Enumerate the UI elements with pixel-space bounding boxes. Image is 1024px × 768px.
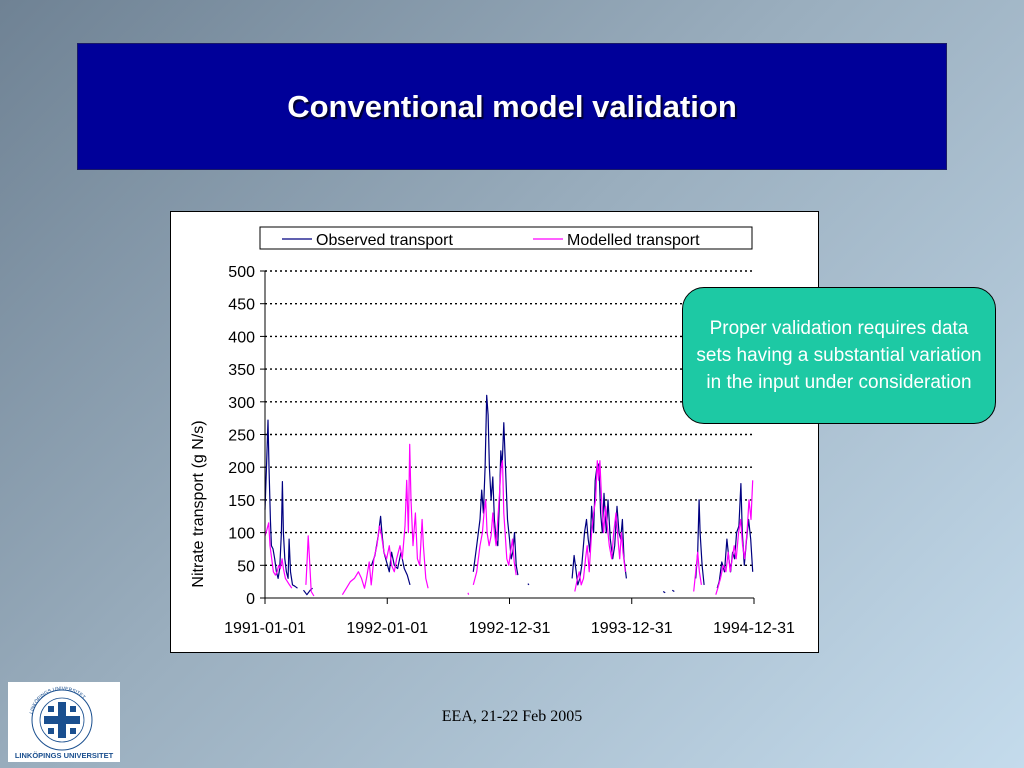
observed-series-line [716,483,754,589]
observed-series-line [472,394,519,576]
x-tick-label: 1993-12-31 [591,620,673,637]
axes [260,270,755,604]
series-lines [264,394,754,597]
modelled-series-line [693,551,702,592]
y-tick-label: 200 [228,460,255,477]
x-tick-label: 1994-12-31 [713,620,795,637]
observed-series-line [662,590,666,594]
y-tick-label: 100 [228,526,255,543]
callout-text: Proper validation requires data sets hav… [696,318,982,393]
modelled-series-line [305,535,315,597]
modelled-series-line [264,522,293,589]
observed-series-line [264,419,298,589]
y-tick-label: 0 [246,591,255,608]
y-tick-label: 150 [228,493,255,510]
x-tick-labels: 1991-01-01 1992-01-01 1992-12-31 1993-12-31… [224,620,795,637]
validation-callout: Proper validation requires data sets hav… [682,287,996,424]
slide-title: Conventional model validation [287,88,737,124]
y-tick-label: 300 [228,395,255,412]
modelled-series-line [715,480,754,595]
chart-frame: 0 50 100 150 200 250 300 350 400 450 500 1991-01-0… [170,211,819,653]
y-tick-label: 500 [228,264,255,281]
modelled-series-line [472,460,517,586]
observed-series-line [671,589,675,593]
y-tick-label: 50 [237,558,255,575]
nitrate-chart: 0 50 100 150 200 250 300 350 400 450 500 1991-01-0… [190,226,795,637]
y-tick-label: 250 [228,428,255,445]
x-tick-label: 1992-12-31 [469,620,551,637]
x-tick-label: 1992-01-01 [346,620,428,637]
logo-wordmark: LINKÖPINGS UNIVERSITET [15,751,114,760]
y-tick-label: 450 [228,297,255,314]
y-tick-labels: 0 50 100 150 200 250 300 350 400 450 500 [228,264,255,608]
university-logo: LINKÖPINGS UNIVERSITET LINKÖPINGS UNIVER… [8,682,120,762]
legend-box [259,226,753,250]
legend-observed-label: Observed transport [316,232,454,249]
observed-series-line [370,515,411,586]
modelled-series-line [341,443,429,596]
modelled-series-line [574,460,626,592]
title-banner: Conventional model validation [77,43,947,170]
observed-series-line [571,463,627,586]
footer-text: EEA, 21-22 Feb 2005 [441,708,583,725]
logo-emblem-icon: LINKÖPINGS UNIVERSITET LINKÖPINGS UNIVER… [15,686,114,760]
y-tick-label: 350 [228,362,255,379]
y-axis-label: Nitrate transport (g N/s) [190,420,207,587]
observed-series-line [527,583,530,586]
modelled-series-line [467,592,470,595]
y-tick-label: 400 [228,329,255,346]
logo-arc-text: LINKÖPINGS UNIVERSITET [29,686,87,715]
legend: Observed transport Modelled transport [259,226,753,250]
svg-text:LINKÖPINGS UNIVERSITET: LINKÖPINGS UNIVERSITET [29,686,87,715]
grid-lines [265,270,754,566]
x-tick-label: 1991-01-01 [224,620,306,637]
legend-modelled-label: Modelled transport [567,232,700,249]
